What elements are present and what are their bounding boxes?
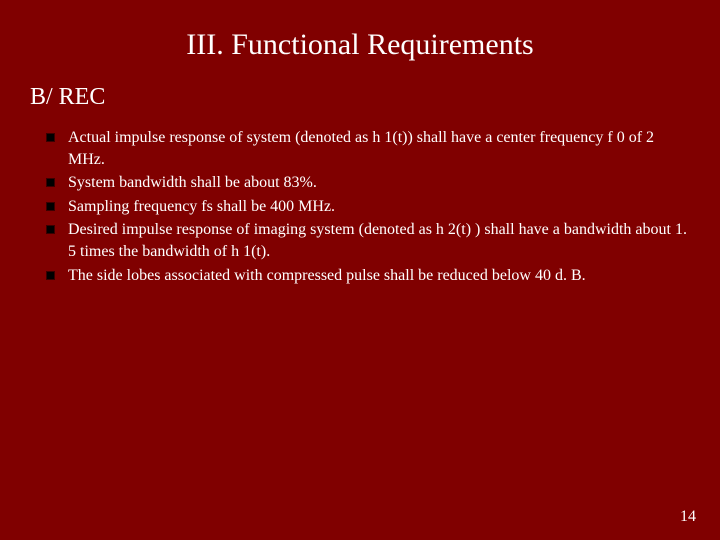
page-number: 14 [680,508,696,526]
slide-subheading: B/ REC [30,84,692,111]
list-item: Sampling frequency fs shall be 400 MHz. [46,196,692,218]
bullet-list: Actual impulse response of system (denot… [28,127,692,286]
bullet-square-icon [46,202,55,211]
bullet-square-icon [46,271,55,280]
list-item-text: Desired impulse response of imaging syst… [68,221,687,260]
bullet-square-icon [46,225,55,234]
list-item-text: System bandwidth shall be about 83%. [68,174,317,191]
list-item: System bandwidth shall be about 83%. [46,172,692,194]
slide: III. Functional Requirements B/ REC Actu… [0,0,720,540]
list-item-text: The side lobes associated with compresse… [68,267,586,284]
list-item-text: Sampling frequency fs shall be 400 MHz. [68,198,335,215]
list-item-text: Actual impulse response of system (denot… [68,129,654,168]
list-item: Actual impulse response of system (denot… [46,127,692,170]
bullet-square-icon [46,178,55,187]
list-item: Desired impulse response of imaging syst… [46,219,692,262]
bullet-square-icon [46,133,55,142]
list-item: The side lobes associated with compresse… [46,265,692,287]
slide-title: III. Functional Requirements [28,28,692,62]
